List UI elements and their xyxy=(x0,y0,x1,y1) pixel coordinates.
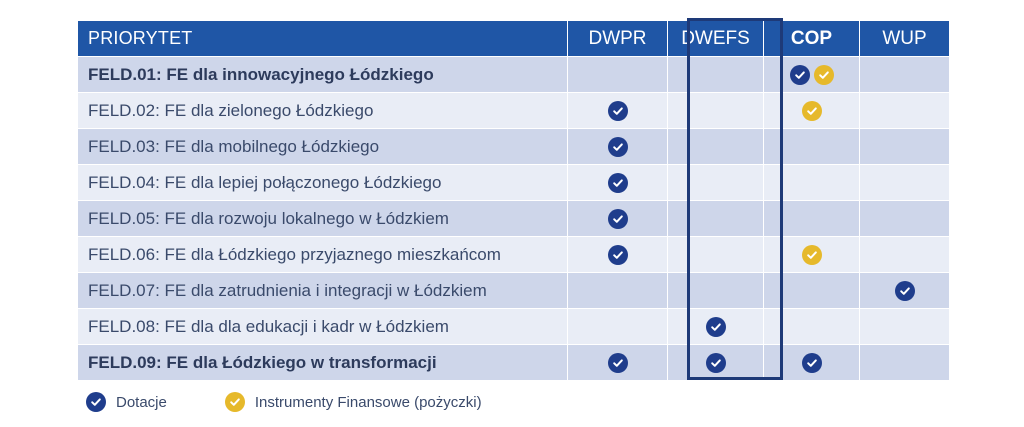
table-row: FELD.01: FE dla innowacyjnego Łódzkiego xyxy=(78,57,949,93)
priorities-table: PRIORYTET DWPR DWEFS COP WUP FELD.01: FE… xyxy=(78,21,949,381)
cell-cop xyxy=(764,345,860,381)
column-header-dwefs: DWEFS xyxy=(668,21,764,57)
cell-dwpr xyxy=(568,273,668,309)
cell-wup xyxy=(860,309,949,345)
cell-dwefs xyxy=(668,309,764,345)
table-body: FELD.01: FE dla innowacyjnego Łódzkiego F… xyxy=(78,57,949,381)
table-row: FELD.06: FE dla Łódzkiego przyjaznego mi… xyxy=(78,237,949,273)
check-circle-icon xyxy=(607,100,628,121)
check-circle-icon xyxy=(789,64,810,85)
cell-dwpr xyxy=(568,93,668,129)
table-row: FELD.08: FE dla dla edukacji i kadr w Łó… xyxy=(78,309,949,345)
priority-name: FELD.05: FE dla rozwoju lokalnego w Łódz… xyxy=(78,201,568,237)
cell-dwefs xyxy=(668,237,764,273)
cell-cop xyxy=(764,129,860,165)
cell-wup xyxy=(860,57,949,93)
check-circle-icon xyxy=(607,136,628,157)
check-circle-icon xyxy=(705,352,726,373)
cell-dwpr xyxy=(568,201,668,237)
table-row: FELD.02: FE dla zielonego Łódzkiego xyxy=(78,93,949,129)
cell-dwefs xyxy=(668,165,764,201)
cell-dwefs xyxy=(668,201,764,237)
column-header-dwpr: DWPR xyxy=(568,21,668,57)
legend-label-instrumenty: Instrumenty Finansowe (pożyczki) xyxy=(254,393,482,411)
check-circle-icon xyxy=(813,64,834,85)
check-circle-icon xyxy=(801,100,822,121)
table-row: FELD.03: FE dla mobilnego Łódzkiego xyxy=(78,129,949,165)
cell-dwefs xyxy=(668,93,764,129)
column-header-priorytet: PRIORYTET xyxy=(78,21,568,57)
check-circle-icon xyxy=(801,352,822,373)
cell-cop xyxy=(764,165,860,201)
legend-item-dotacje: Dotacje xyxy=(84,392,167,412)
table-header-row: PRIORYTET DWPR DWEFS COP WUP xyxy=(78,21,949,57)
cell-wup xyxy=(860,93,949,129)
check-circle-icon xyxy=(607,352,628,373)
cell-wup xyxy=(860,129,949,165)
legend: Dotacje Instrumenty Finansowe (pożyczki) xyxy=(84,392,538,412)
table-row: FELD.09: FE dla Łódzkiego w transformacj… xyxy=(78,345,949,381)
cell-dwefs xyxy=(668,273,764,309)
cell-wup xyxy=(860,237,949,273)
priority-name: FELD.01: FE dla innowacyjnego Łódzkiego xyxy=(78,57,568,93)
priority-name: FELD.08: FE dla dla edukacji i kadr w Łó… xyxy=(78,309,568,345)
cell-cop xyxy=(764,201,860,237)
priority-name: FELD.06: FE dla Łódzkiego przyjaznego mi… xyxy=(78,237,568,273)
cell-dwefs xyxy=(668,57,764,93)
cell-wup xyxy=(860,273,949,309)
check-circle-icon xyxy=(607,172,628,193)
cell-wup xyxy=(860,201,949,237)
priority-name: FELD.03: FE dla mobilnego Łódzkiego xyxy=(78,129,568,165)
cell-wup xyxy=(860,345,949,381)
cell-cop xyxy=(764,309,860,345)
table-row: FELD.04: FE dla lepiej połączonego Łódzk… xyxy=(78,165,949,201)
cell-dwpr xyxy=(568,237,668,273)
cell-wup xyxy=(860,165,949,201)
cell-cop xyxy=(764,93,860,129)
cell-dwpr xyxy=(568,309,668,345)
priority-name: FELD.02: FE dla zielonego Łódzkiego xyxy=(78,93,568,129)
cell-dwpr xyxy=(568,165,668,201)
check-circle-icon xyxy=(224,392,245,412)
cell-dwpr xyxy=(568,57,668,93)
priority-name: FELD.04: FE dla lepiej połączonego Łódzk… xyxy=(78,165,568,201)
cell-dwefs xyxy=(668,345,764,381)
check-circle-icon xyxy=(801,244,822,265)
table-row: FELD.07: FE dla zatrudnienia i integracj… xyxy=(78,273,949,309)
check-circle-icon xyxy=(86,392,106,412)
cell-cop xyxy=(764,237,860,273)
priority-name: FELD.07: FE dla zatrudnienia i integracj… xyxy=(78,273,568,309)
cell-cop xyxy=(764,273,860,309)
cell-dwefs xyxy=(668,129,764,165)
legend-item-instrumenty: Instrumenty Finansowe (pożyczki) xyxy=(223,392,482,412)
cell-dwpr xyxy=(568,345,668,381)
column-header-wup: WUP xyxy=(860,21,949,57)
cell-dwpr xyxy=(568,129,668,165)
column-header-cop: COP xyxy=(764,21,860,57)
table-row: FELD.05: FE dla rozwoju lokalnego w Łódz… xyxy=(78,201,949,237)
legend-label-dotacje: Dotacje xyxy=(116,393,167,411)
check-circle-icon xyxy=(607,208,628,229)
check-circle-icon xyxy=(894,280,915,301)
check-circle-icon xyxy=(607,244,628,265)
cell-cop xyxy=(764,57,860,93)
priority-name: FELD.09: FE dla Łódzkiego w transformacj… xyxy=(78,345,568,381)
check-circle-icon xyxy=(705,316,726,337)
